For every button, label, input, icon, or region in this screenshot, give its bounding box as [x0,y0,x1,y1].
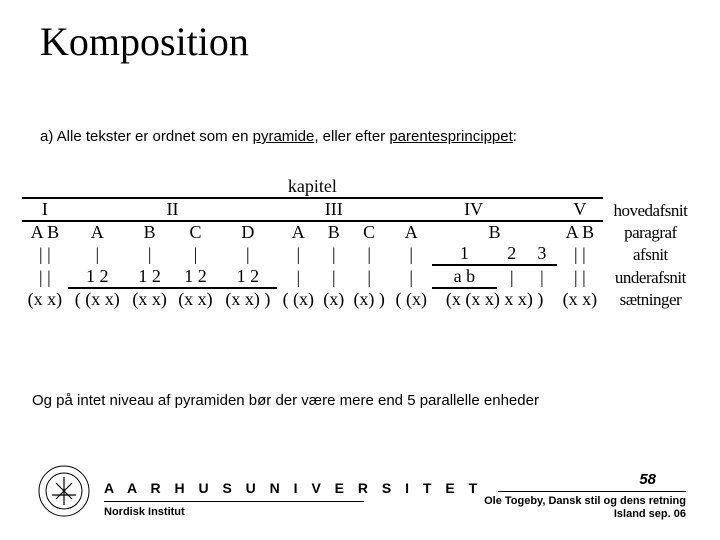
cell: C [348,221,390,243]
cell: ( (x) [277,288,319,310]
cell: | [348,243,390,265]
text: : [513,128,517,145]
cell: | | [22,265,68,288]
cell: 1 [432,243,496,265]
cell: 1 2 [68,265,127,288]
cell: | [319,243,348,265]
cell: | [390,243,432,265]
footer: A A R H U S U N I V E R S I T E T Nordis… [0,462,720,540]
cell: | [173,243,219,265]
university-seal-icon [38,465,90,522]
cell: | [348,265,390,288]
body-line-a: a) Alle tekster er ordnet som en pyramid… [40,128,517,145]
cell: | | [557,243,603,265]
cell: B [319,221,348,243]
row-label: hovedafsnit [603,198,698,221]
cell: | | [557,265,603,288]
cell: III [277,198,390,221]
credit-line-1: Ole Togeby, Dansk stil og dens retning [484,495,686,509]
cell: (x x) [173,288,219,310]
keyword-pyramide: pyramide [253,128,315,145]
cell: (x) [319,288,348,310]
cell: II [68,198,278,221]
row-label: underafsnit [603,265,698,288]
pyramid-diagram: kapitel I II III IV V hovedafsnit A B A … [22,176,698,310]
row-label: paragraf [603,221,698,243]
cell: A B [22,221,68,243]
cell: a b [432,265,496,288]
cell: ( (x) [390,288,432,310]
cell: D [218,221,277,243]
cell: V [557,198,603,221]
cell: | [390,265,432,288]
institute-name: Nordisk Institut [104,506,185,518]
cell: | [527,265,557,288]
cell: A [277,221,319,243]
cell: A [68,221,127,243]
cell: 1 2 [218,265,277,288]
text: a) Alle tekster er ordnet som en [40,128,253,145]
cell: (x (x x) x x) ) [432,288,557,310]
cell: (x x) [127,288,173,310]
cell: A [390,221,432,243]
cell: | [218,243,277,265]
cell: | [127,243,173,265]
university-name: A A R H U S U N I V E R S I T E T [104,480,482,496]
text: , eller efter [314,128,389,145]
cell: | | [22,243,68,265]
cell: (x) ) [348,288,390,310]
cell: ( (x x) [68,288,127,310]
credit-line-2: Island sep. 06 [484,508,686,522]
cell: | [319,265,348,288]
cell: 1 2 [127,265,173,288]
row-label: afsnit [603,243,698,265]
body-line-b: Og på intet niveau af pyramiden bør der … [32,392,539,409]
diagram-kapitel: kapitel [22,176,603,198]
cell: A B [557,221,603,243]
cell: IV [390,198,557,221]
cell: 2 [497,243,527,265]
row-label: sætninger [603,288,698,310]
cell: (x x) ) [218,288,277,310]
cell: B [127,221,173,243]
cell: (x x) [22,288,68,310]
cell: (x x) [557,288,603,310]
cell: 3 [527,243,557,265]
cell: 1 2 [173,265,219,288]
divider [498,491,686,492]
cell: | [497,265,527,288]
cell: | [277,243,319,265]
divider [104,501,364,502]
credit: Ole Togeby, Dansk stil og dens retning I… [484,495,686,523]
page-title: Komposition [40,18,249,65]
keyword-parentesprincippet: parentesprincippet [389,128,512,145]
cell: C [173,221,219,243]
cell: | [277,265,319,288]
page-number: 58 [639,471,656,488]
cell: B [432,221,557,243]
cell: I [22,198,68,221]
cell: | [68,243,127,265]
